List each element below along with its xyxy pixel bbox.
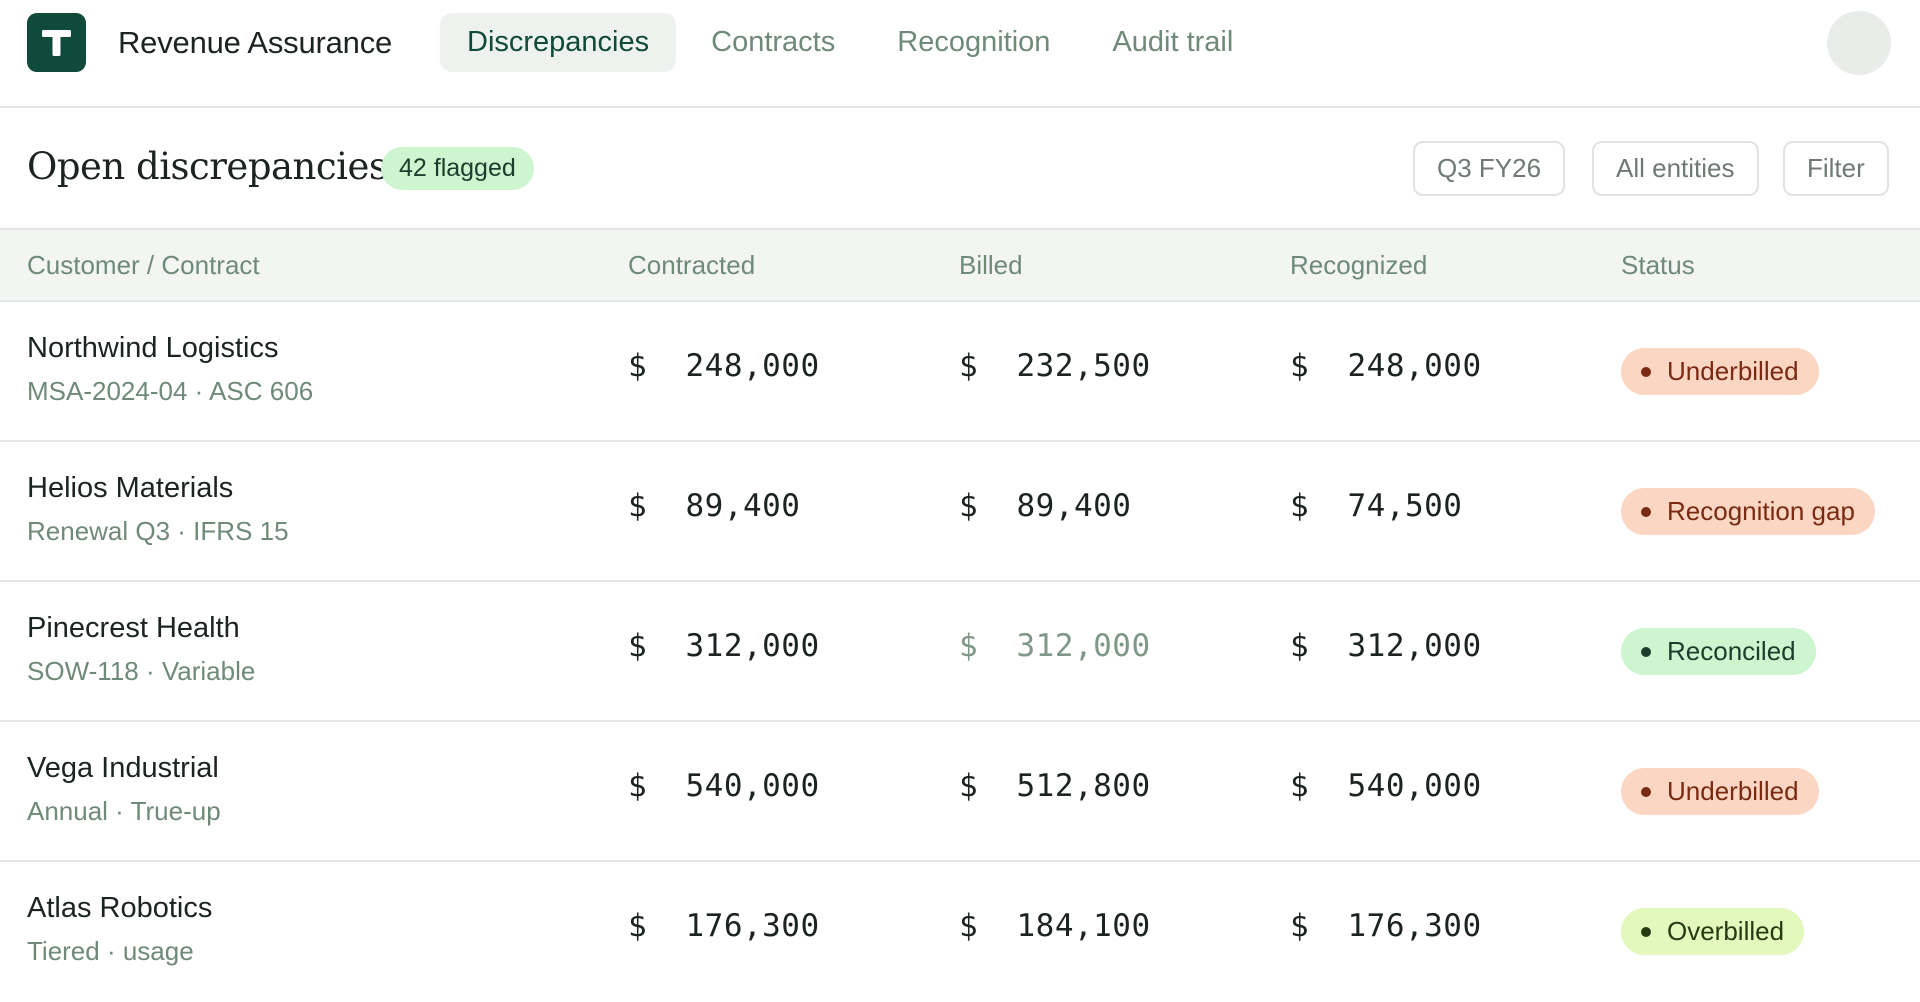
filter-button[interactable]: Filter [1783,141,1889,196]
discrepancy-table: Northwind Logistics MSA-2024-04 · ASC 60… [0,302,1920,1002]
status-dot-icon [1641,506,1651,517]
tab-contracts[interactable]: Contracts [711,26,836,58]
recognized-amount: $ 176,300 [1290,908,1482,944]
status-badge: Underbilled [1621,348,1819,395]
customer-name: Helios Materials [27,472,234,504]
table-row[interactable]: Helios Materials Renewal Q3 · IFRS 15 $ … [0,442,1920,582]
tab-discrepancies[interactable]: Discrepancies [440,13,677,72]
billed-amount: $ 512,800 [959,768,1151,804]
column-header-customer[interactable]: Customer / Contract [27,250,260,280]
column-header-recognized[interactable]: Recognized [1290,250,1428,280]
contract-reference: Renewal Q3 · IFRS 15 [27,516,289,546]
contract-reference: MSA-2024-04 · ASC 606 [27,376,314,406]
customer-name: Atlas Robotics [27,892,213,924]
status-label: Underbilled [1667,356,1799,386]
status-label: Underbilled [1667,776,1799,806]
billed-amount: $ 312,000 [959,628,1151,664]
contract-reference: SOW-118 · Variable [27,656,256,686]
contracted-amount: $ 248,000 [628,348,820,384]
recognized-amount: $ 540,000 [1290,768,1482,804]
recognized-amount: $ 312,000 [1290,628,1482,664]
contract-reference: Annual · True-up [27,796,221,826]
billed-amount: $ 232,500 [959,348,1151,384]
t-logo-icon[interactable] [27,13,86,72]
column-header-status[interactable]: Status [1621,250,1695,280]
status-dot-icon [1641,646,1651,657]
billed-amount: $ 184,100 [959,908,1151,944]
status-dot-icon [1641,926,1651,937]
user-avatar[interactable] [1827,11,1891,75]
table-row[interactable]: Atlas Robotics Tiered · usage $ 176,300 … [0,862,1920,1002]
contract-reference: Tiered · usage [27,936,194,966]
top-bar: Revenue Assurance Discrepancies Contract… [0,0,1920,108]
billed-amount: $ 89,400 [959,488,1132,524]
status-label: Reconciled [1667,636,1796,666]
customer-name: Northwind Logistics [27,332,279,364]
recognized-amount: $ 74,500 [1290,488,1463,524]
tab-audit-trail[interactable]: Audit trail [1112,26,1234,58]
main-nav: Discrepancies Contracts Recognition Audi… [440,13,1260,72]
contracted-amount: $ 176,300 [628,908,820,944]
table-row[interactable]: Pinecrest Health SOW-118 · Variable $ 31… [0,582,1920,722]
status-dot-icon [1641,786,1651,797]
contracted-amount: $ 540,000 [628,768,820,804]
status-label: Recognition gap [1667,496,1855,526]
table-row[interactable]: Vega Industrial Annual · True-up $ 540,0… [0,722,1920,862]
status-badge: Underbilled [1621,768,1819,815]
table-row[interactable]: Northwind Logistics MSA-2024-04 · ASC 60… [0,302,1920,442]
status-badge: Reconciled [1621,628,1816,675]
app-title: Revenue Assurance [118,25,393,60]
tab-recognition[interactable]: Recognition [897,26,1051,58]
customer-name: Pinecrest Health [27,612,240,644]
recognized-amount: $ 248,000 [1290,348,1482,384]
status-label: Overbilled [1667,916,1785,946]
period-filter-button[interactable]: Q3 FY26 [1413,141,1566,196]
table-header: Customer / Contract Contracted Billed Re… [0,228,1920,302]
contracted-amount: $ 89,400 [628,488,801,524]
column-header-contracted[interactable]: Contracted [628,250,756,280]
status-dot-icon [1641,366,1651,377]
column-header-billed[interactable]: Billed [959,250,1023,280]
contracted-amount: $ 312,000 [628,628,820,664]
t-logo-glyph [42,30,71,56]
status-badge: Overbilled [1621,908,1805,955]
page-title: Open discrepancies [27,145,388,188]
customer-name: Vega Industrial [27,752,219,784]
status-badge: Recognition gap [1621,488,1875,535]
flagged-count-badge: 42 flagged [381,147,534,190]
entities-filter-button[interactable]: All entities [1592,141,1759,196]
